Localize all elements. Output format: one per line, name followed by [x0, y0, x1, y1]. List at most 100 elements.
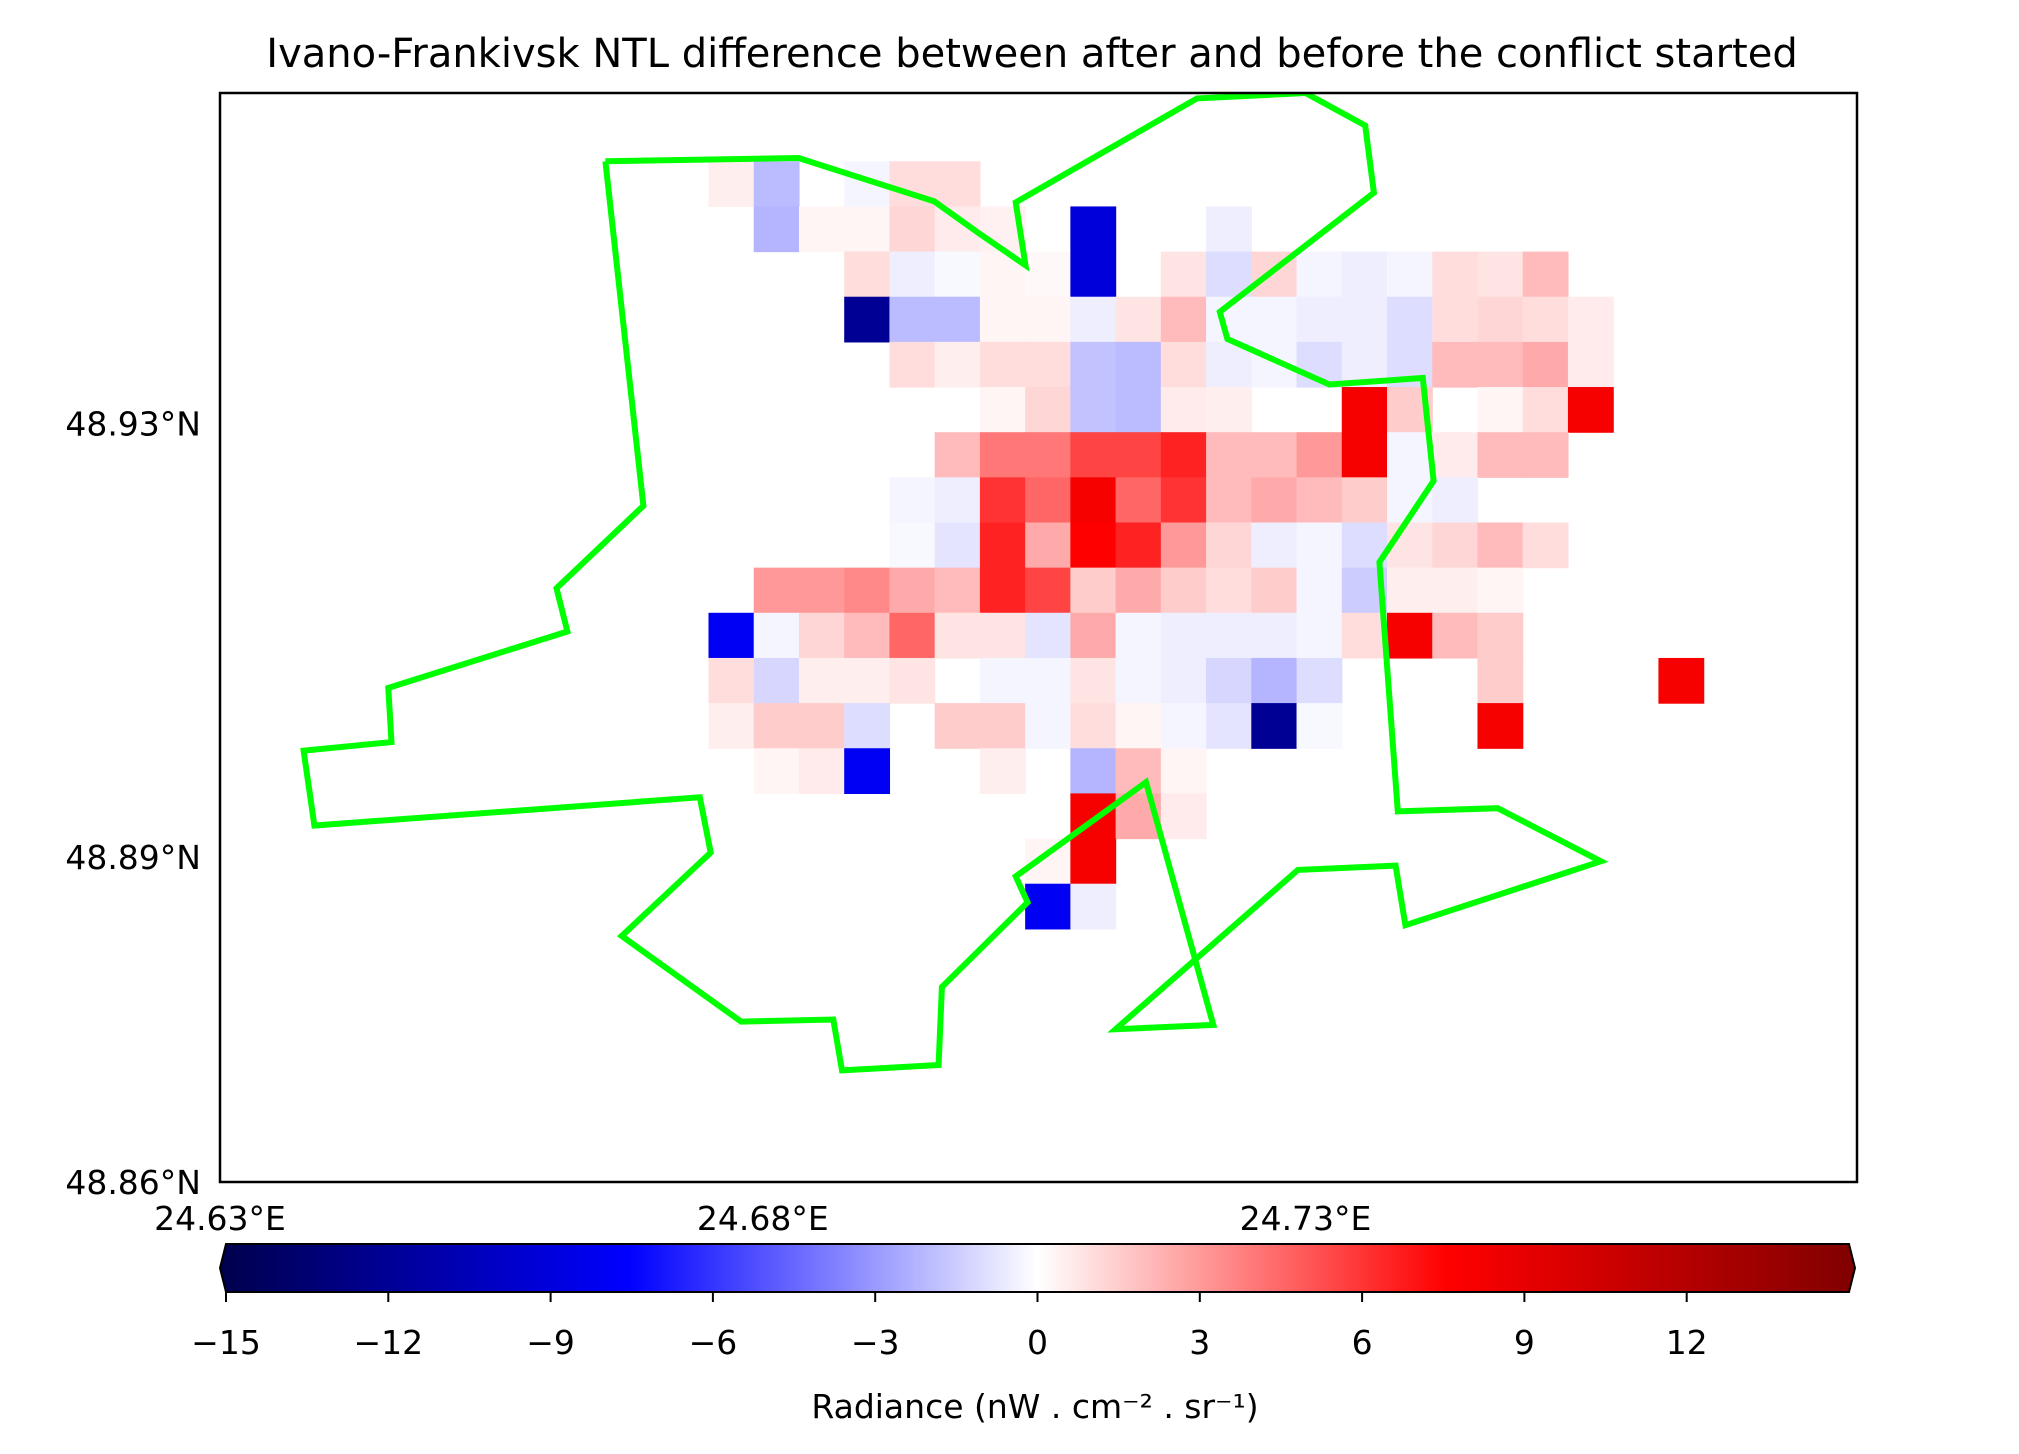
heatmap-cell — [1432, 432, 1479, 478]
heatmap-cell — [1025, 883, 1071, 930]
heatmap-cell — [1115, 432, 1162, 478]
heatmap-cell — [1296, 432, 1343, 478]
heatmap-cell — [1251, 567, 1298, 614]
heatmap-cell — [934, 522, 981, 569]
y-tick-label: 48.89°N — [65, 838, 201, 877]
heatmap-cell — [753, 657, 800, 704]
heatmap-cell — [1070, 477, 1117, 524]
heatmap-cell — [798, 567, 845, 614]
heatmap-cell — [844, 296, 891, 343]
heatmap-cell — [1522, 432, 1569, 478]
heatmap-cell — [1025, 296, 1071, 343]
heatmap-cell — [798, 748, 845, 794]
heatmap-cell — [1070, 251, 1117, 298]
heatmap-cell — [1477, 657, 1524, 704]
heatmap-cell — [1070, 432, 1117, 478]
y-tick-label: 48.93°N — [65, 405, 201, 444]
heatmap-cell — [1070, 657, 1117, 704]
heatmap-cell — [753, 206, 800, 253]
heatmap-cell — [1477, 341, 1524, 388]
heatmap-cell — [844, 251, 891, 298]
heatmap-cell — [1025, 251, 1071, 298]
heatmap-cell — [1025, 432, 1071, 478]
heatmap-cells — [708, 161, 1705, 930]
heatmap-cell — [1115, 522, 1162, 569]
heatmap-cell — [1206, 612, 1252, 659]
heatmap-cell — [753, 161, 800, 208]
heatmap-cell — [979, 567, 1026, 614]
heatmap-cell — [1477, 567, 1524, 614]
heatmap-cell — [934, 567, 981, 614]
heatmap-cell — [1070, 838, 1117, 885]
y-tick-label: 48.86°N — [65, 1163, 201, 1202]
heatmap-cell — [844, 612, 891, 659]
heatmap-cell — [1115, 296, 1162, 343]
heatmap-cell — [1160, 387, 1207, 433]
chart-title: Ivano-Frankivsk NTL difference between a… — [266, 31, 1797, 77]
heatmap-cell — [1387, 612, 1433, 659]
heatmap-cell — [1251, 703, 1298, 749]
colorbar-tick-label: −9 — [526, 1323, 575, 1362]
heatmap-cell — [1477, 432, 1524, 478]
heatmap-cell — [889, 296, 936, 343]
city-boundary — [300, 93, 1609, 1074]
heatmap-cell — [979, 341, 1026, 388]
heatmap-cell — [1160, 522, 1207, 569]
heatmap-cell — [889, 341, 936, 388]
heatmap-cell — [1160, 657, 1207, 704]
heatmap-cell — [1477, 703, 1524, 749]
heatmap-cell — [1206, 206, 1252, 253]
heatmap-cell — [934, 612, 981, 659]
heatmap-cell — [979, 657, 1026, 704]
heatmap-cell — [1341, 477, 1388, 524]
heatmap-cell — [1296, 567, 1343, 614]
heatmap-cell — [1206, 477, 1252, 524]
heatmap-cell — [1522, 341, 1569, 388]
heatmap-cell — [1251, 296, 1298, 343]
heatmap-cell — [1025, 522, 1071, 569]
heatmap-cell — [1567, 341, 1614, 388]
heatmap-cell — [1251, 432, 1298, 478]
heatmap-cell — [1387, 522, 1433, 569]
heatmap-cell — [1341, 296, 1388, 343]
heatmap-cell — [708, 612, 755, 659]
heatmap-cell — [1522, 251, 1569, 298]
heatmap-cell — [1432, 567, 1479, 614]
heatmap-cell — [934, 341, 981, 388]
x-axis-ticks: 24.63°E 24.68°E 24.73°E — [154, 1199, 1371, 1238]
heatmap-cell — [1070, 703, 1117, 749]
heatmap-cell — [979, 296, 1026, 343]
heatmap-cell — [1251, 657, 1298, 704]
heatmap-cell — [1025, 477, 1071, 524]
heatmap-cell — [1432, 296, 1479, 343]
heatmap-cell — [708, 161, 755, 208]
heatmap-cell — [708, 657, 755, 704]
heatmap-cell — [1115, 387, 1162, 433]
heatmap-cell — [798, 206, 845, 253]
x-tick-label: 24.63°E — [154, 1199, 286, 1238]
heatmap-cell — [1387, 251, 1433, 298]
heatmap-cell — [1206, 432, 1252, 478]
heatmap-cell — [934, 703, 981, 749]
heatmap-cell — [889, 522, 936, 569]
colorbar-tick-label: −12 — [353, 1323, 423, 1362]
heatmap-cell — [1160, 567, 1207, 614]
heatmap-cell — [934, 251, 981, 298]
heatmap-cell — [1025, 703, 1071, 749]
heatmap-cell — [1341, 612, 1388, 659]
heatmap-cell — [1567, 296, 1614, 343]
heatmap-cell — [1160, 296, 1207, 343]
heatmap-cell — [1522, 387, 1569, 433]
heatmap-cell — [889, 612, 936, 659]
heatmap-cell — [889, 477, 936, 524]
heatmap-cell — [1115, 612, 1162, 659]
heatmap-cell — [753, 612, 800, 659]
heatmap-cell — [1567, 387, 1614, 433]
heatmap-cell — [979, 522, 1026, 569]
heatmap-cell — [1522, 296, 1569, 343]
heatmap-cell — [1206, 703, 1252, 749]
heatmap-cell — [1115, 657, 1162, 704]
heatmap-cell — [798, 703, 845, 749]
heatmap-cell — [934, 477, 981, 524]
heatmap-cell — [889, 657, 936, 704]
